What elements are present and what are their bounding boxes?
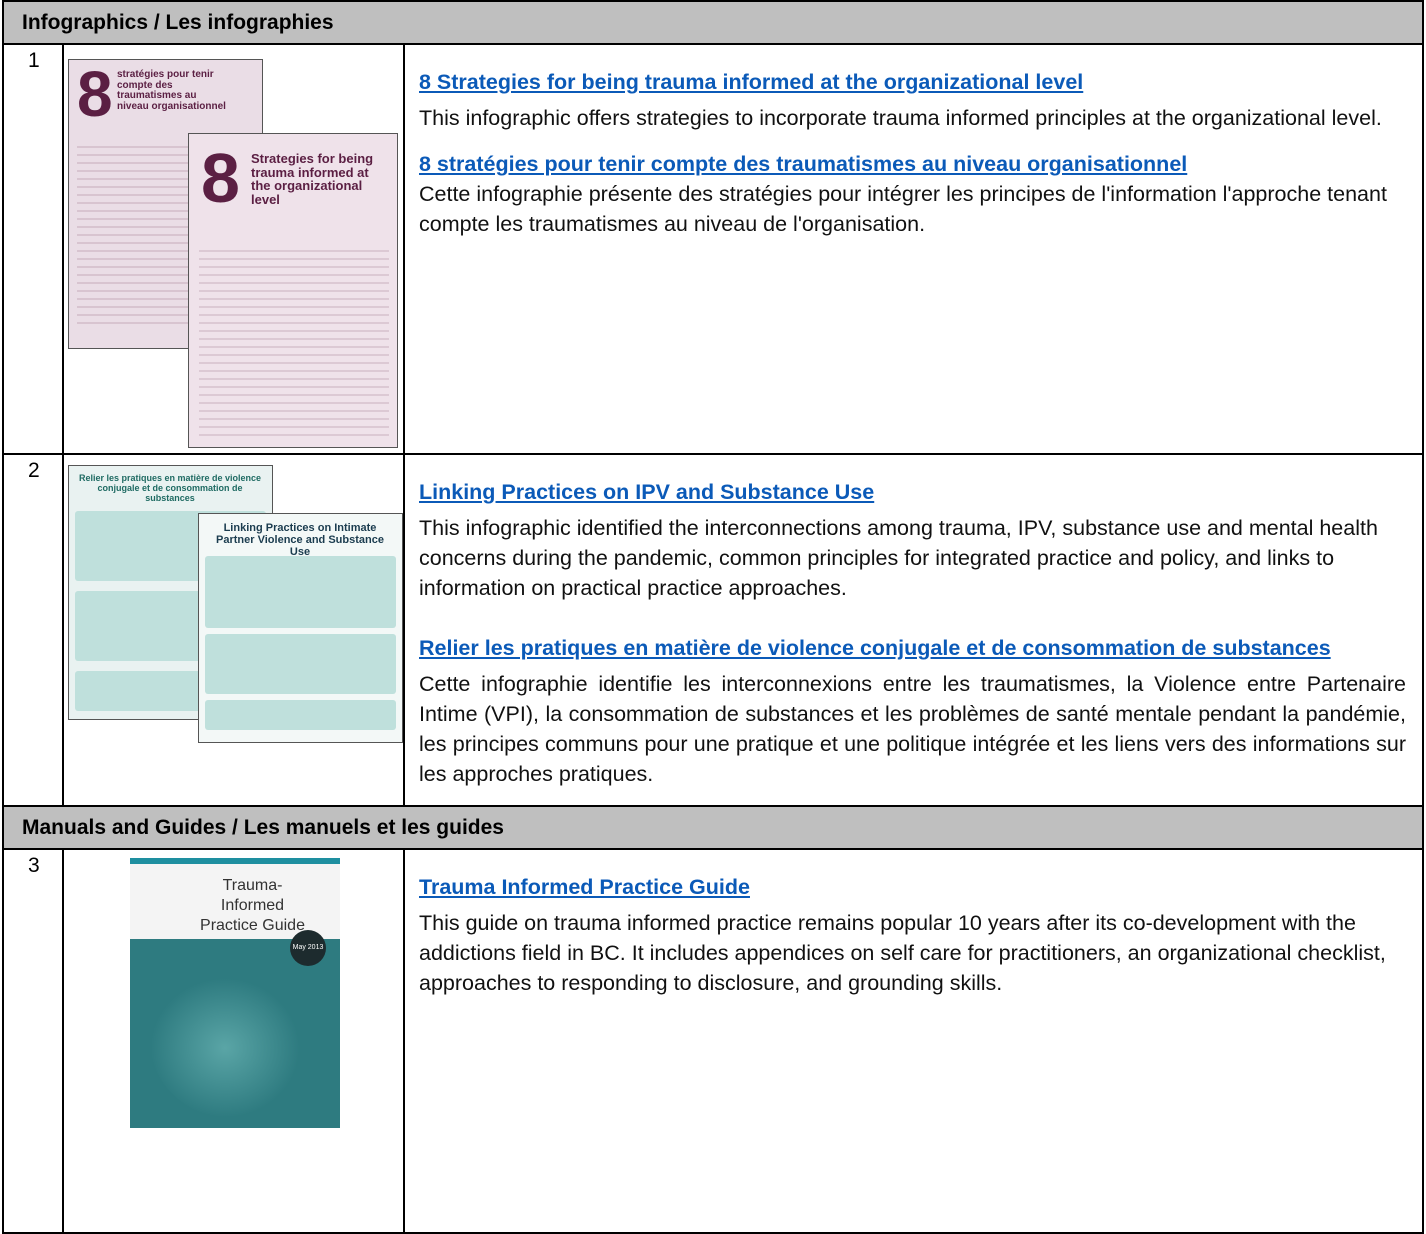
- resource-description: This guide on trauma informed practice r…: [419, 911, 1386, 995]
- poster-body: [199, 244, 389, 439]
- poster-band: [205, 700, 396, 730]
- text-cell: 8 Strategies for being trauma informed a…: [403, 43, 1424, 455]
- poster-title: Relier les pratiques en matière de viole…: [78, 473, 262, 503]
- poster-number: 8: [77, 59, 113, 130]
- resource-link[interactable]: Trauma Informed Practice Guide: [419, 875, 750, 899]
- poster-front: 8 Strategies for being trauma informed a…: [188, 133, 398, 448]
- cover-stripe: [130, 858, 340, 864]
- resource-description: This infographic offers strategies to in…: [419, 106, 1382, 130]
- poster-front: Linking Practices on Intimate Partner Vi…: [198, 513, 403, 743]
- poster-title: Strategies for being trauma informed at …: [251, 151, 374, 207]
- resource-link[interactable]: 8 stratégies pour tenir compte des traum…: [419, 152, 1188, 176]
- resource-link[interactable]: 8 Strategies for being trauma informed a…: [419, 70, 1084, 94]
- row-number: 2: [2, 453, 64, 807]
- section-header: Manuals and Guides / Les manuels et les …: [2, 805, 1424, 850]
- resource-link[interactable]: Linking Practices on IPV and Substance U…: [419, 480, 875, 504]
- resource-description: Cette infographie identifie les intercon…: [419, 672, 1406, 786]
- resource-description: Cette infographie présente des stratégie…: [419, 182, 1387, 236]
- poster-title: Linking Practices on Intimate Partner Vi…: [216, 522, 384, 559]
- resource-description: This infographic identified the intercon…: [419, 516, 1378, 600]
- guide-cover: Trauma-Informed Practice Guide May 2013: [130, 858, 340, 1128]
- section-header: Infographics / Les infographies: [2, 0, 1424, 45]
- poster-band: [205, 634, 396, 694]
- thumbnail-cell: Trauma-Informed Practice Guide May 2013: [62, 848, 405, 1234]
- row-number: 3: [2, 848, 64, 1234]
- text-cell: Trauma Informed Practice Guide This guid…: [403, 848, 1424, 1234]
- thumbnail-cell: 8 stratégies pour tenir compte des traum…: [62, 43, 405, 455]
- row: 2 Relier les pratiques en matière de vio…: [2, 453, 1424, 807]
- text-cell: Linking Practices on IPV and Substance U…: [403, 453, 1424, 807]
- poster-back: Relier les pratiques en matière de viole…: [68, 465, 273, 720]
- section-title: Manuals and Guides / Les manuels et les …: [2, 805, 1424, 850]
- poster-number: 8: [201, 139, 240, 217]
- row: 3 Trauma-Informed Practice Guide May 201…: [2, 848, 1424, 1234]
- poster-title: stratégies pour tenir compte des traumat…: [117, 69, 226, 112]
- section-title: Infographics / Les infographies: [2, 0, 1424, 45]
- thumbnail-cell: Relier les pratiques en matière de viole…: [62, 453, 405, 807]
- poster-band: [205, 556, 396, 628]
- cover-date: May 2013: [290, 930, 326, 966]
- resource-link[interactable]: Relier les pratiques en matière de viole…: [419, 636, 1331, 660]
- row-number: 1: [2, 43, 64, 455]
- cover-title: Trauma-Informed Practice Guide: [200, 877, 305, 934]
- row: 1 8 stratégies pour tenir compte des tra…: [2, 43, 1424, 455]
- cover-leaves: [150, 978, 300, 1118]
